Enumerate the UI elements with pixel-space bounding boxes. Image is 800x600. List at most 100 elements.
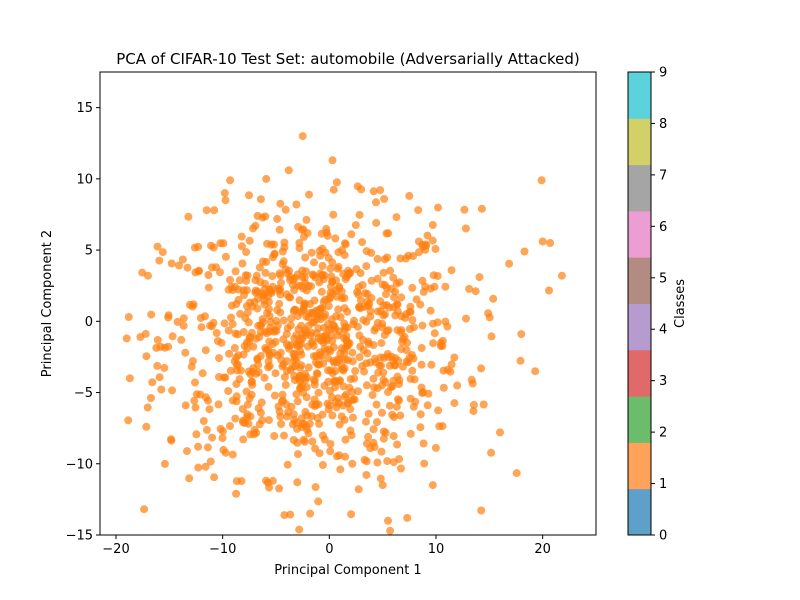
scatter-point bbox=[228, 450, 237, 459]
scatter-point bbox=[379, 268, 388, 277]
scatter-point bbox=[439, 383, 448, 392]
scatter-point bbox=[346, 405, 355, 414]
scatter-point bbox=[362, 247, 371, 256]
scatter-point bbox=[234, 295, 243, 304]
scatter-point bbox=[237, 242, 246, 251]
scatter-point bbox=[312, 369, 321, 378]
scatter-point bbox=[417, 344, 426, 352]
scatter-point bbox=[434, 406, 443, 415]
scatter-point bbox=[378, 319, 387, 328]
scatter-point bbox=[479, 400, 488, 409]
scatter-point bbox=[414, 248, 423, 257]
scatter-point bbox=[248, 380, 257, 389]
scatter-point bbox=[414, 206, 423, 215]
scatter-point bbox=[429, 339, 438, 348]
scatter-point bbox=[441, 282, 450, 291]
y-axis-ticks: −15 −10 −5 0 5 10 15 bbox=[66, 101, 100, 544]
scatter-point bbox=[179, 314, 188, 323]
scatter-point bbox=[299, 284, 308, 293]
scatter-point bbox=[237, 477, 246, 486]
scatter-point bbox=[239, 416, 248, 425]
scatter-point bbox=[275, 269, 284, 278]
scatter-point bbox=[326, 264, 335, 273]
scatter-point bbox=[286, 293, 295, 302]
scatter-point bbox=[245, 236, 254, 245]
scatter-point bbox=[377, 339, 386, 348]
scatter-point bbox=[191, 378, 199, 387]
scatter-point bbox=[263, 309, 272, 317]
y-tick-label: −10 bbox=[66, 457, 93, 472]
scatter-point bbox=[348, 459, 357, 468]
scatter-point bbox=[297, 350, 306, 359]
scatter-point bbox=[160, 363, 169, 372]
scatter-point bbox=[245, 394, 254, 403]
scatter-point bbox=[168, 332, 177, 341]
scatter-point bbox=[408, 351, 416, 359]
scatter-point bbox=[147, 310, 156, 319]
scatter-point bbox=[328, 156, 337, 165]
scatter-point bbox=[339, 382, 348, 391]
scatter-point bbox=[268, 272, 277, 281]
scatter-point bbox=[261, 268, 270, 277]
scatter-point bbox=[312, 400, 321, 409]
scatter-point bbox=[124, 313, 133, 321]
scatter-point bbox=[244, 367, 253, 376]
scatter-point bbox=[304, 363, 313, 372]
scatter-point bbox=[226, 366, 235, 375]
scatter-point bbox=[362, 262, 371, 271]
scatter-point bbox=[275, 299, 284, 308]
scatter-point bbox=[225, 349, 234, 358]
scatter-point bbox=[246, 412, 255, 421]
scatter-point bbox=[321, 310, 330, 319]
scatter-point bbox=[423, 401, 432, 410]
colorbar-segment bbox=[628, 442, 651, 490]
scatter-point bbox=[365, 300, 374, 308]
colorbar-tick-label: 0 bbox=[659, 529, 667, 544]
scatter-point bbox=[397, 328, 405, 337]
colorbar: 0 1 2 3 4 5 6 7 8 9 bbox=[627, 66, 667, 544]
scatter-point bbox=[343, 323, 352, 332]
scatter-point bbox=[388, 382, 397, 391]
scatter-point bbox=[310, 296, 319, 305]
scatter-point bbox=[417, 360, 426, 369]
scatter-point bbox=[468, 379, 477, 388]
scatter-point bbox=[281, 380, 290, 389]
scatter-point bbox=[141, 329, 150, 338]
scatter-point bbox=[378, 280, 387, 289]
scatter-point bbox=[331, 234, 340, 243]
scatter-point bbox=[380, 255, 389, 264]
scatter-point bbox=[403, 513, 412, 522]
scatter-point bbox=[389, 273, 398, 282]
scatter-point bbox=[349, 413, 357, 422]
scatter-point bbox=[220, 189, 229, 198]
scatter-point bbox=[160, 459, 169, 468]
scatter-point bbox=[408, 283, 417, 292]
scatter-point bbox=[377, 447, 386, 456]
scatter-point bbox=[204, 283, 213, 292]
scatter-point bbox=[362, 417, 370, 426]
scatter-point bbox=[396, 411, 405, 420]
colorbar-tick-label: 5 bbox=[659, 271, 667, 286]
colorbar-segment bbox=[628, 118, 651, 166]
scatter-point bbox=[209, 318, 218, 327]
scatter-point bbox=[264, 382, 273, 391]
scatter-point bbox=[232, 489, 241, 498]
scatter-point bbox=[254, 360, 263, 369]
scatter-point bbox=[496, 428, 504, 437]
scatter-point bbox=[292, 390, 301, 399]
scatter-point bbox=[333, 292, 341, 301]
scatter-point bbox=[416, 423, 425, 432]
y-tick-label: −5 bbox=[74, 386, 93, 401]
x-axis-ticks: −20 −10 0 10 20 bbox=[102, 535, 551, 557]
scatter-point bbox=[505, 259, 514, 268]
scatter-point bbox=[256, 321, 265, 330]
scatter-point bbox=[302, 383, 311, 392]
scatter-point bbox=[239, 328, 248, 336]
scatter-point bbox=[362, 457, 371, 466]
scatter-point bbox=[325, 294, 334, 303]
scatter-point bbox=[202, 425, 211, 434]
scatter-point bbox=[410, 375, 419, 384]
scatter-point bbox=[230, 344, 239, 352]
scatter-point bbox=[371, 324, 380, 333]
scatter-point bbox=[350, 316, 358, 325]
